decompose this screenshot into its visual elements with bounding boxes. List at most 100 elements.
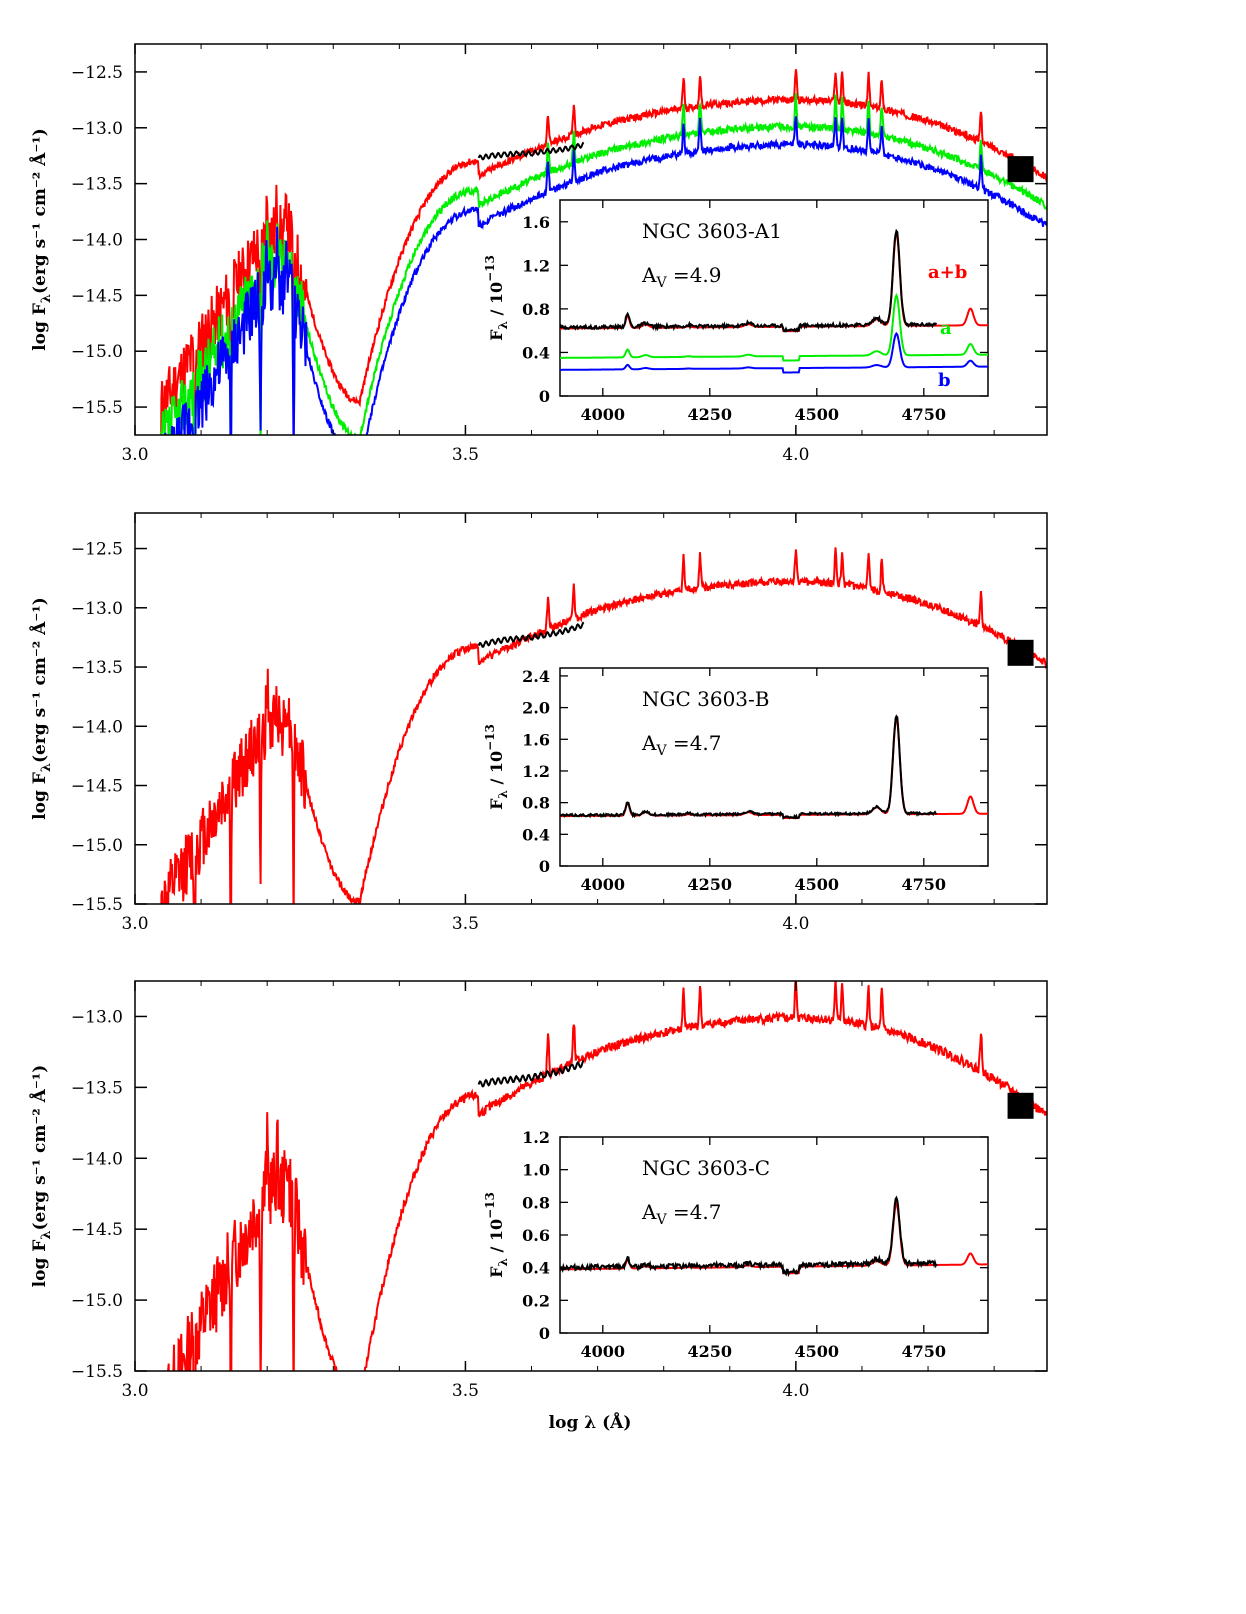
series-line-observed: [477, 141, 585, 161]
series-line-a-b: [160, 69, 1047, 435]
inset-y-tick-label: 0.6: [522, 1226, 550, 1245]
photometry-marker: [1007, 1092, 1034, 1119]
inset-y-axis-title: Fλ / 10−13: [483, 724, 510, 810]
y-axis-title: log Fλ(erg s⁻¹ cm⁻² Å⁻¹): [28, 597, 54, 820]
inset-y-axis-title: Fλ / 10−13: [483, 255, 510, 341]
x-tick-label: 3.5: [452, 1381, 479, 1401]
inset-y-tick-label: 1.2: [522, 762, 550, 781]
y-tick-label: −12.5: [71, 540, 123, 560]
y-tick-label: −13.0: [71, 599, 123, 619]
inset-series-observed: [560, 228, 938, 334]
inset-x-tick-label: 4250: [688, 405, 733, 424]
y-tick-label: −14.0: [71, 1149, 123, 1169]
inset-y-tick-label: 0: [539, 857, 550, 876]
inset-extinction-label: AV =4.9: [641, 263, 722, 291]
x-tick-label: 4.0: [782, 1381, 809, 1401]
inset-series-a: [560, 292, 988, 362]
inset-plot-area: [560, 713, 988, 821]
inset-y-tick-label: 1.2: [522, 1128, 550, 1147]
y-tick-label: −14.5: [71, 1220, 123, 1240]
inset-series-observed: [560, 1195, 938, 1278]
y-tick-label: −15.0: [71, 836, 123, 856]
inset-star-label: NGC 3603-B: [642, 687, 770, 711]
inset-legend-b: b: [938, 370, 951, 391]
inset-y-tick-label: 1.2: [522, 256, 550, 275]
y-tick-label: −14.0: [71, 717, 123, 737]
y-axis-title: log Fλ(erg s⁻¹ cm⁻² Å⁻¹): [28, 1065, 54, 1288]
x-axis-title: log λ (Å): [549, 1411, 632, 1433]
inset-panel: 4000 4250 4500 4750 0 0.2 0.4 0.6 0.8 1.0 1.2 Fλ / …: [483, 1128, 989, 1361]
inset-y-tick-label: 2.0: [522, 699, 550, 718]
y-tick-label: −13.0: [71, 1007, 123, 1027]
panels: 3.0 3.5 4.0 −12.5 −13.0 −13.5 −14.0 −14.5 −15.0 −…: [28, 43, 1048, 1401]
series-line-b: [164, 116, 1047, 435]
y-tick-label: −14.5: [71, 777, 123, 797]
inset-series-observed: [560, 714, 938, 821]
y-tick-label: −15.5: [71, 398, 123, 418]
plot-area: [160, 547, 1047, 904]
inset-x-tick-label: 4500: [795, 875, 840, 894]
y-tick-label: −15.5: [71, 1362, 123, 1382]
inset-frame: [559, 667, 989, 867]
inset-y-axis-title: Fλ / 10−13: [483, 1192, 510, 1278]
inset-y-tick-label: 0.4: [522, 343, 550, 362]
inset-x-tick-label: 4000: [581, 875, 626, 894]
y-tick-label: −14.0: [71, 231, 123, 251]
inset-x-tick-label: 4000: [581, 405, 626, 424]
y-tick-label: −15.0: [71, 1291, 123, 1311]
inset-y-tick-label: 1.6: [522, 213, 550, 232]
x-tick-label: 3.5: [452, 445, 479, 465]
series-line-observed: [477, 621, 585, 648]
inset-x-tick-label: 4250: [688, 875, 733, 894]
y-tick-label: −14.5: [71, 286, 123, 306]
x-tick-label: 4.0: [782, 914, 809, 934]
y-tick-label: −15.5: [71, 895, 123, 915]
inset-y-tick-label: 0.2: [522, 1291, 550, 1310]
y-tick-label: −13.5: [71, 658, 123, 678]
series-line-model: [160, 547, 1047, 904]
x-tick-label: 3.0: [121, 1381, 148, 1401]
photometry-marker: [1007, 156, 1034, 183]
inset-x-tick-label: 4250: [688, 1342, 733, 1361]
inset-x-tick-label: 4000: [581, 1342, 626, 1361]
axes-frame: [134, 512, 1048, 905]
inset-x-tick-label: 4750: [902, 405, 947, 424]
inset-y-tick-label: 0.8: [522, 300, 550, 319]
panel-1: 3.0 3.5 4.0 −12.5 −13.0 −13.5 −14.0 −14.5 −15.0 −…: [28, 43, 1048, 465]
inset-frame: [559, 199, 989, 397]
inset-y-tick-label: 0: [539, 387, 550, 406]
y-tick-label: −15.0: [71, 342, 123, 362]
x-tick-label: 3.0: [121, 445, 148, 465]
inset-y-tick-label: 2.4: [522, 667, 550, 686]
inset-panel: 4000 4250 4500 4750 0 0.4 0.8 1.2 1.6 Fλ / 10−13 N…: [483, 199, 989, 424]
x-tick-label: 4.0: [782, 445, 809, 465]
inset-legend-a: a: [940, 318, 952, 339]
inset-plot-area: [560, 1195, 988, 1278]
inset-panel: 4000 4250 4500 4750 0 0.4 0.8 1.2 1.6 2.0 2.4 Fλ / …: [483, 667, 989, 894]
inset-star-label: NGC 3603-A1: [642, 219, 782, 243]
series-line-model: [163, 981, 1047, 1371]
inset-extinction-label: AV =4.7: [641, 1200, 722, 1228]
x-tick-label: 3.0: [121, 914, 148, 934]
inset-y-tick-label: 1.0: [522, 1161, 550, 1180]
inset-legend-a-b: a+b: [928, 262, 967, 283]
panel-3: 3.0 3.5 4.0 −13.0 −13.5 −14.0 −14.5 −15.0 −15.5 l…: [28, 980, 1048, 1401]
axes-frame: [134, 980, 1048, 1372]
series-line-observed: [477, 1059, 585, 1088]
inset-y-tick-label: 0.4: [522, 825, 550, 844]
inset-y-tick-label: 0: [539, 1324, 550, 1343]
plot-area: [163, 981, 1047, 1371]
inset-series-b: [560, 331, 988, 374]
inset-y-tick-label: 1.6: [522, 730, 550, 749]
inset-star-label: NGC 3603-C: [642, 1156, 770, 1180]
x-tick-label: 3.5: [452, 914, 479, 934]
inset-x-tick-label: 4750: [902, 875, 947, 894]
photometry-marker: [1007, 639, 1034, 666]
y-tick-label: −13.0: [71, 119, 123, 139]
inset-y-tick-label: 0.8: [522, 1193, 550, 1212]
y-axis-title: log Fλ(erg s⁻¹ cm⁻² Å⁻¹): [28, 128, 54, 351]
inset-extinction-label: AV =4.7: [641, 731, 722, 759]
y-tick-label: −13.5: [71, 1078, 123, 1098]
panel-2: 3.0 3.5 4.0 −12.5 −13.0 −13.5 −14.0 −14.5 −15.0 −…: [28, 512, 1048, 934]
